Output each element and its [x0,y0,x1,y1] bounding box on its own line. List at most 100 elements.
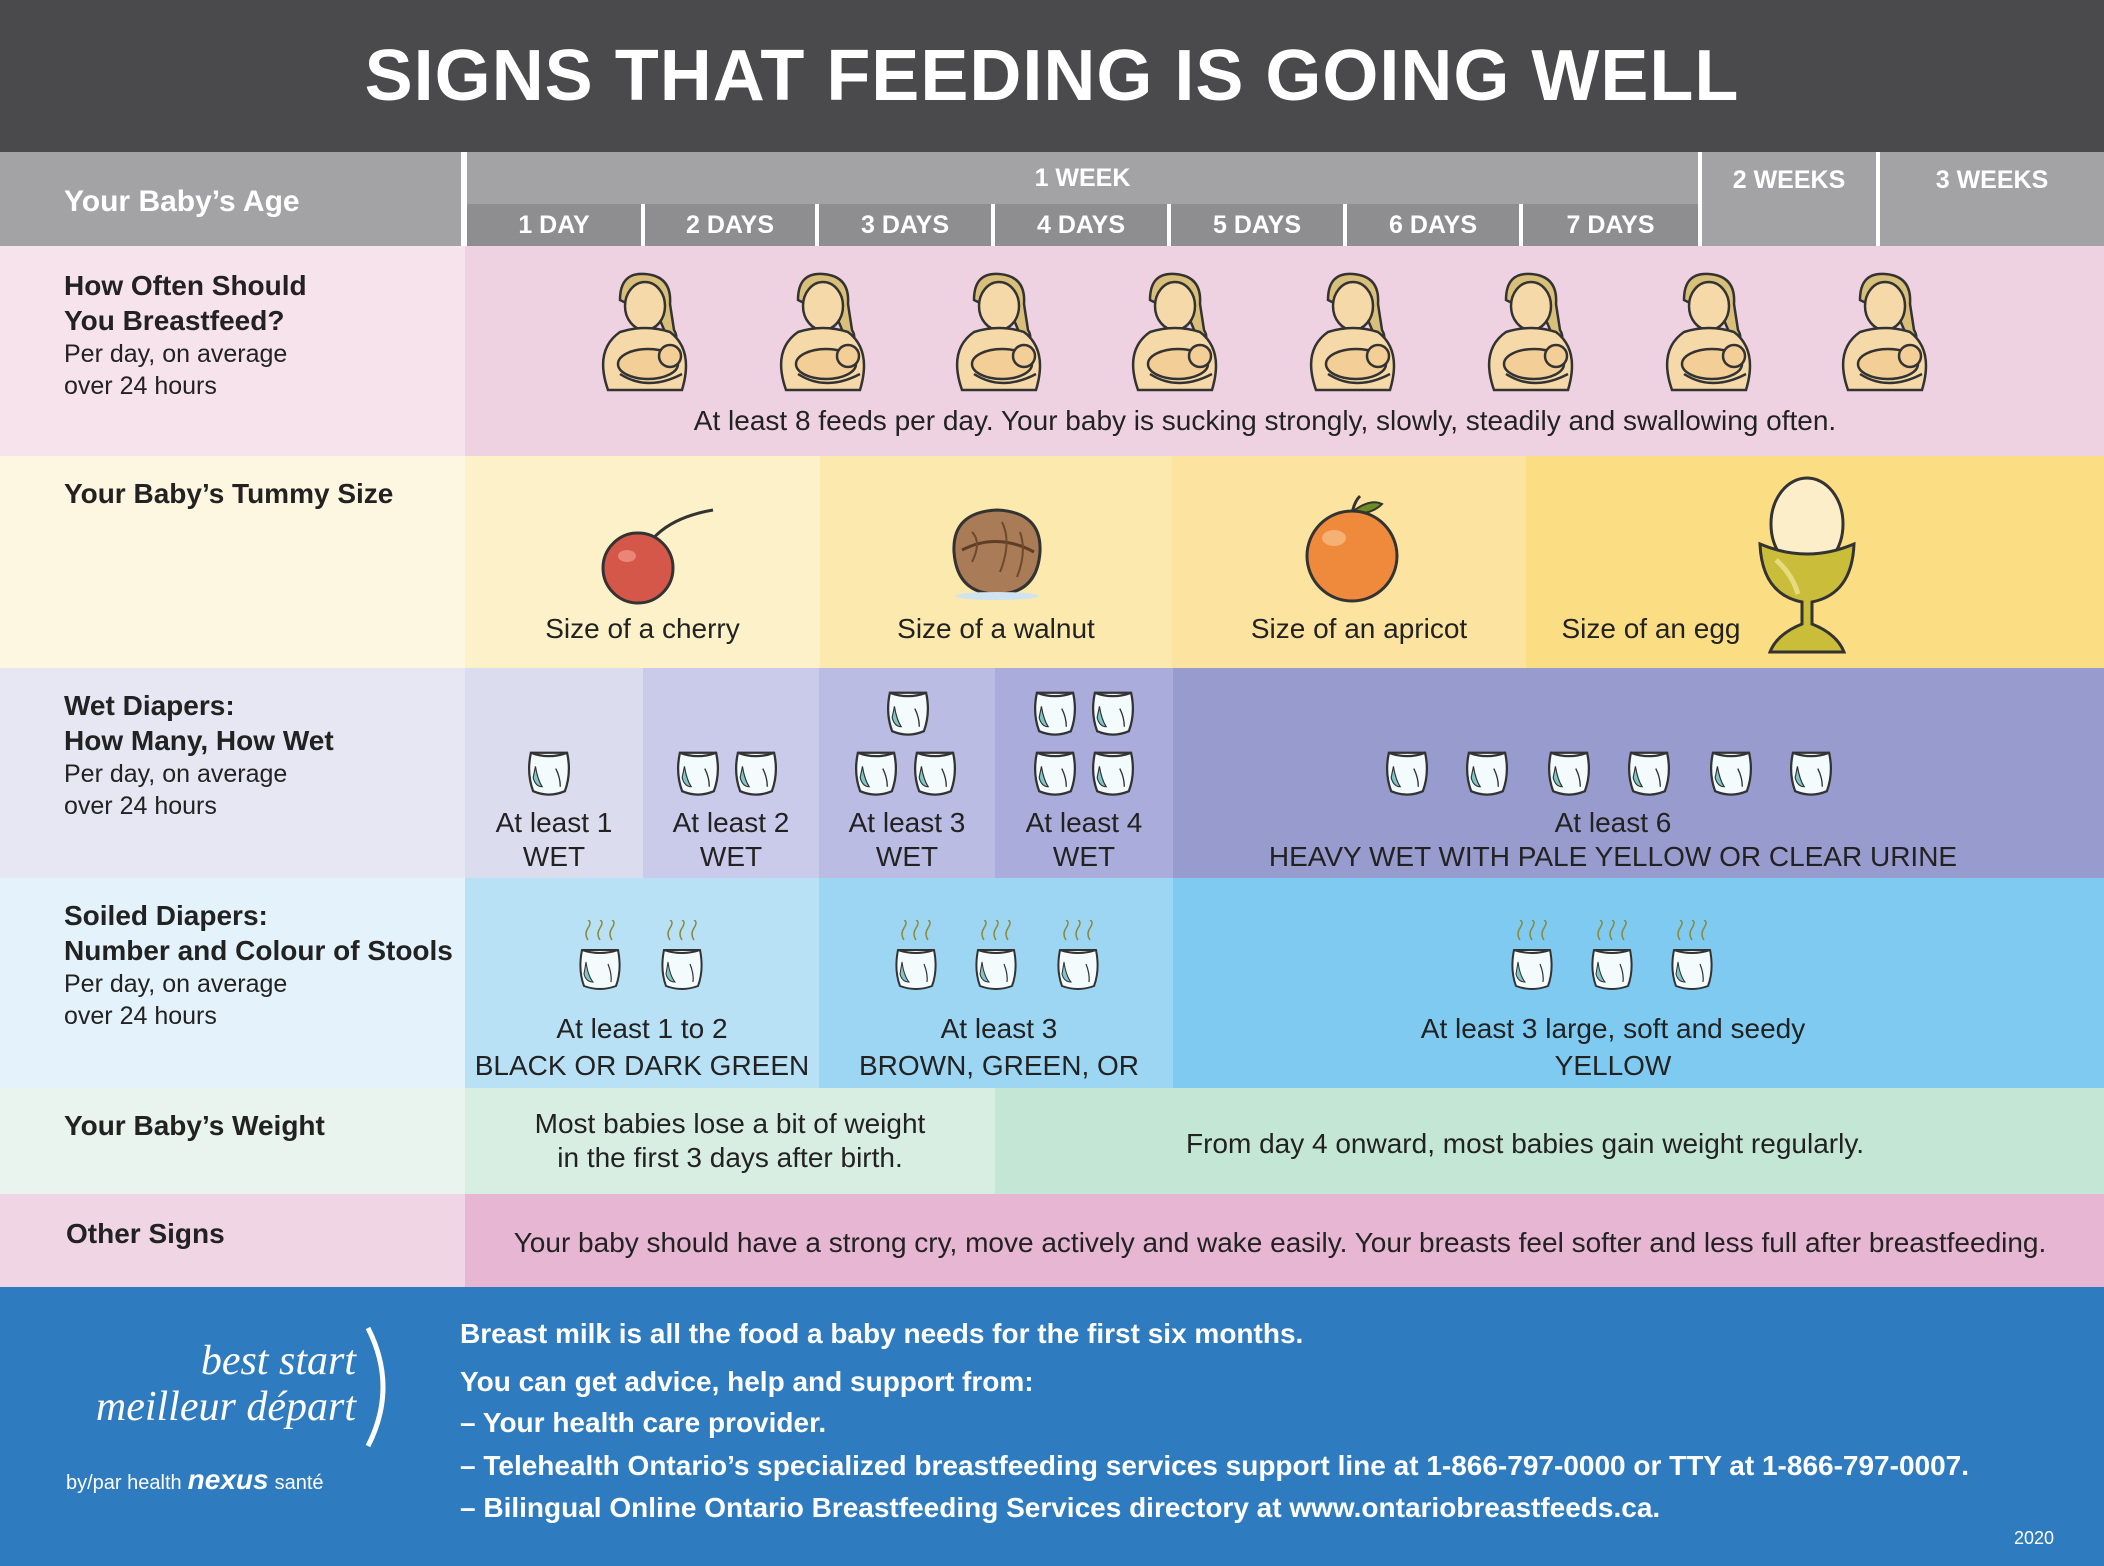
breastfeed-text: At least 8 feeds per day. Your baby is s… [693,405,1837,436]
wet-day3-line1: At least 3 [848,807,966,838]
soiled-day3-4-line1: At least 3 [940,1013,1058,1044]
header-divider [1698,152,1702,246]
breastfeed-label: How Often Should You Breastfeed? Per day… [64,268,307,402]
wet-diaper-icon [1547,751,1591,796]
breastfeed-sub-line1: Per day, on average [64,340,288,368]
cherry-label: Size of a cherry [545,613,740,644]
wet-day2-line1: At least 2 [672,807,790,838]
wet-diaper-icon [1385,751,1429,796]
tummy-title: Your Baby’s Tummy Size [64,478,394,509]
breastfeed-title-line1: How Often Should [64,270,307,301]
soiled-day1-2-text: At least 1 to 2 BLACK OR DARK GREEN [465,1010,819,1084]
logo-line1: best start [200,1338,356,1384]
header-divider [461,152,467,246]
footer-line3: – Your health care provider. [460,1407,827,1438]
wet-day2-text: At least 2 WET [643,806,819,874]
breastfeeding-mother-icon [1487,272,1574,392]
soiled-title-line1: Soiled Diapers: [64,900,268,931]
soiled-diaper-icon [975,920,1017,990]
day-3-header: 3 DAYS [819,204,991,246]
weight-title: Your Baby’s Weight [64,1110,325,1141]
soiled-diaper-icon [1671,920,1713,990]
wet-diaper-icon [1033,751,1077,796]
wet-diaper-icon [1627,751,1671,796]
wet-diaper-icon [1091,751,1135,796]
logo-sante-text: santé [274,1472,324,1494]
breastfeeding-mother-icon [1841,272,1928,392]
breastfeed-sub-line2: over 24 hours [64,372,217,400]
day-7-header: 7 DAYS [1523,204,1698,246]
wet-sub-line2: over 24 hours [64,792,217,820]
cherry-icon [601,508,714,605]
title-bar: SIGNS THAT FEEDING IS GOING WELL [0,0,2104,152]
wet-week-text: At least 6 HEAVY WET WITH PALE YELLOW OR… [1173,806,2053,874]
age-label: Your Baby’s Age [64,185,300,218]
wet-label: Wet Diapers: How Many, How Wet Per day, … [64,688,334,822]
weight-label-cell [0,1088,465,1194]
soiled-diaper-icon [1591,920,1633,990]
egg-label: Size of an egg [1561,613,1741,644]
wet-diaper-icon [1709,751,1753,796]
breastfeeding-mother-icon [1131,272,1218,392]
walnut-label: Size of a walnut [897,613,1095,644]
health-nexus-logo: by/par health nexus santé [66,1464,324,1496]
breastfeed-label-cell [0,246,465,456]
weight-early-text: Most babies lose a bit of weight in the … [465,1107,995,1175]
other-content-cell [465,1194,2104,1287]
soiled-label-cell [0,878,465,1088]
egg-cup-icon [1758,476,1856,654]
wet-day3-line2: WET [875,841,939,872]
apricot-label-text: Size of an apricot [1250,613,1468,644]
apricot-icon [1305,494,1399,603]
wet-diaper-icon [527,751,571,796]
walnut-icon [952,508,1042,600]
weight-later-text: From day 4 onward, most babies gain weig… [1185,1128,1865,1159]
wet-diaper-icon [886,691,930,736]
other-label-cell [0,1194,465,1287]
week-1-header: 1 WEEK [467,152,1698,204]
soiled-diaper-icon [1511,920,1553,990]
page-title: SIGNS THAT FEEDING IS GOING WELL [364,36,1740,116]
wet-day4-text: At least 4 WET [995,806,1173,874]
footer-line5: – Bilingual Online Ontario Breastfeeding… [460,1492,1661,1523]
soiled-day1-2-cell [465,878,819,1088]
soiled-diaper-icon [661,920,703,990]
wet-week-line2: HEAVY WET WITH PALE YELLOW OR CLEAR URIN… [1268,841,1958,872]
wet-label-cell [0,668,465,878]
breastfeed-title-line2: You Breastfeed? [64,305,285,336]
tummy-label-cell [0,456,465,668]
soiled-week-cell [1173,878,2104,1088]
breastfeeding-mother-icon [1309,272,1396,392]
wet-diaper-icon [734,751,778,796]
soiled-diaper-icon [1057,920,1099,990]
wet-diaper-icon [1033,691,1077,736]
wet-day3-text: At least 3 WET [819,806,995,874]
best-start-logo: best start meilleur départ [40,1338,356,1430]
wet-day4-cell [995,668,1173,878]
footer-line1: Breast milk is all the food a baby needs… [460,1318,1304,1349]
wet-sub-line1: Per day, on average [64,760,288,788]
wet-day1-line2: WET [522,841,586,872]
day-1-header: 1 DAY [467,204,641,246]
breastfeeding-mother-icon [955,272,1042,392]
wet-diaper-icon [1091,691,1135,736]
footer-line4: – Telehealth Ontario’s specialized breas… [460,1450,1970,1481]
footer [0,1287,2104,1566]
wet-diaper-icon [1465,751,1509,796]
wet-week-line1: At least 6 [1554,807,1672,838]
soiled-diaper-icon [895,920,937,990]
soiled-day1-2-line2: BLACK OR DARK GREEN [474,1050,810,1081]
soiled-title-line2: Number and Colour of Stools [64,935,453,966]
header-divider [1876,152,1880,246]
breastfeeding-mother-icon [1665,272,1752,392]
wet-diaper-icon [854,751,898,796]
soiled-diaper-icon [579,920,621,990]
week-2-header: 2 WEEKS [1702,152,1876,246]
weight-early-line1: Most babies lose a bit of weight [534,1108,926,1139]
breastfeed-content-cell [465,246,2104,456]
soiled-day1-2-line1: At least 1 to 2 [556,1013,728,1044]
logo-line2: meilleur départ [95,1384,356,1430]
soiled-week-line2: YELLOW [1554,1050,1672,1081]
wet-day1-line1: At least 1 [495,807,613,838]
breastfeeding-mother-icon [779,272,866,392]
